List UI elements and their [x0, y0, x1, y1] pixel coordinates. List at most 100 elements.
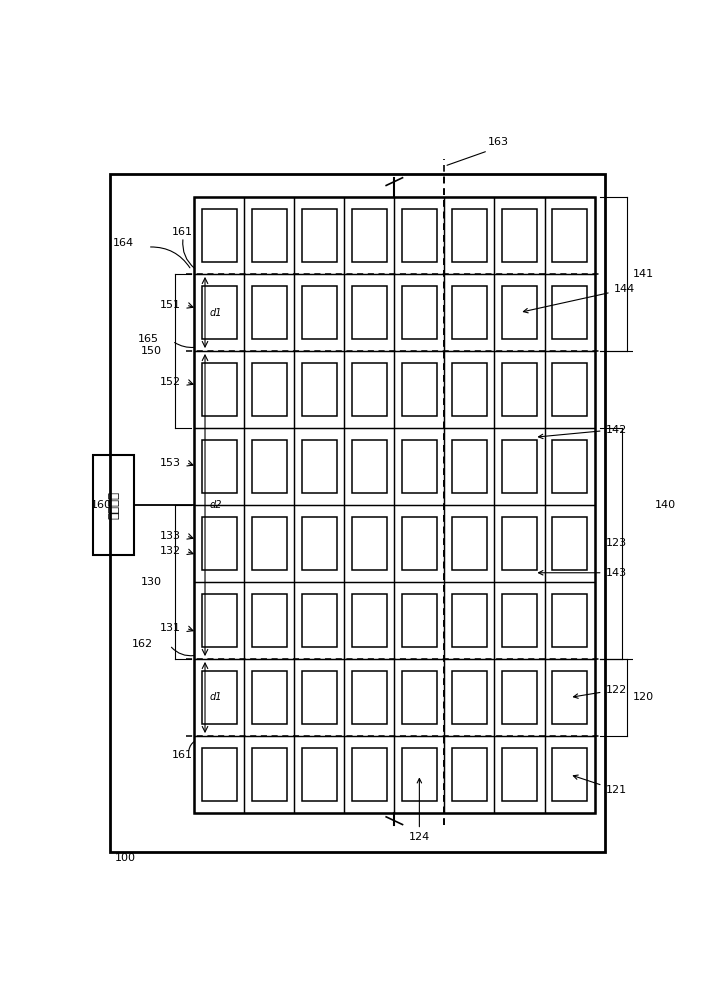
Bar [494, 274, 545, 351]
Bar [244, 736, 295, 813]
Text: 144: 144 [524, 284, 635, 313]
Bar [194, 428, 244, 505]
Bar [194, 659, 244, 736]
Bar [352, 286, 387, 339]
Bar [344, 659, 394, 736]
Bar [402, 594, 437, 647]
Bar [552, 286, 587, 339]
Bar [552, 748, 587, 801]
Text: 164: 164 [113, 238, 134, 248]
Bar [402, 363, 437, 416]
Bar [444, 736, 494, 813]
Bar [452, 209, 487, 262]
Bar [502, 209, 537, 262]
Bar [494, 505, 545, 582]
Text: 141: 141 [633, 269, 654, 279]
Bar [344, 197, 394, 274]
Bar [452, 286, 487, 339]
Bar [402, 286, 437, 339]
Bar [494, 351, 545, 428]
Bar [502, 363, 537, 416]
Bar [352, 363, 387, 416]
Bar [252, 671, 287, 724]
Text: 162: 162 [132, 639, 153, 649]
Bar [302, 440, 337, 493]
Bar [552, 517, 587, 570]
Text: 124: 124 [408, 779, 430, 842]
Text: 133: 133 [160, 531, 181, 541]
Bar [494, 197, 545, 274]
Text: 123: 123 [605, 538, 626, 548]
Bar [344, 505, 394, 582]
Bar [302, 594, 337, 647]
Bar [352, 748, 387, 801]
Bar [295, 505, 344, 582]
Text: 143: 143 [538, 568, 626, 578]
Bar [202, 671, 237, 724]
Bar [202, 440, 237, 493]
Bar [552, 209, 587, 262]
Text: 151: 151 [160, 300, 181, 310]
Bar [494, 659, 545, 736]
Bar [545, 197, 595, 274]
Bar [194, 736, 244, 813]
Bar [244, 428, 295, 505]
Text: 控制单元: 控制单元 [108, 491, 120, 519]
Bar [194, 274, 244, 351]
Bar [194, 351, 244, 428]
Bar [502, 671, 537, 724]
Bar [545, 428, 595, 505]
Bar [202, 748, 237, 801]
Bar [244, 582, 295, 659]
Bar [244, 197, 295, 274]
Bar [352, 440, 387, 493]
Bar [394, 505, 444, 582]
Bar [295, 351, 344, 428]
Bar [502, 594, 537, 647]
Bar [302, 671, 337, 724]
Bar [352, 517, 387, 570]
Bar [302, 286, 337, 339]
Bar [302, 748, 337, 801]
Bar [552, 363, 587, 416]
Bar [552, 671, 587, 724]
Text: 131: 131 [160, 623, 181, 633]
Bar [394, 659, 444, 736]
Bar [194, 582, 244, 659]
Bar [545, 351, 595, 428]
Text: 100: 100 [115, 853, 136, 863]
Bar [344, 736, 394, 813]
Bar [194, 505, 244, 582]
Bar [394, 274, 444, 351]
Bar [394, 582, 444, 659]
Bar [202, 286, 237, 339]
Text: d1: d1 [209, 692, 222, 702]
Text: 122: 122 [574, 685, 626, 698]
Bar [302, 363, 337, 416]
Bar [452, 671, 487, 724]
Text: 130: 130 [141, 577, 162, 587]
Bar [502, 748, 537, 801]
Bar [494, 428, 545, 505]
Bar [394, 428, 444, 505]
Bar [302, 517, 337, 570]
Bar [494, 582, 545, 659]
Bar [295, 428, 344, 505]
Text: 150: 150 [141, 346, 162, 356]
Bar [444, 351, 494, 428]
Bar [402, 748, 437, 801]
Bar [402, 671, 437, 724]
Text: 152: 152 [160, 377, 181, 387]
Text: 140: 140 [654, 500, 676, 510]
Bar [202, 517, 237, 570]
Bar [502, 440, 537, 493]
Bar [352, 594, 387, 647]
Bar [194, 197, 595, 813]
Bar [444, 582, 494, 659]
Text: 142: 142 [538, 425, 626, 439]
Bar [502, 517, 537, 570]
Bar [295, 659, 344, 736]
Bar [552, 440, 587, 493]
Bar [302, 209, 337, 262]
Bar [295, 736, 344, 813]
